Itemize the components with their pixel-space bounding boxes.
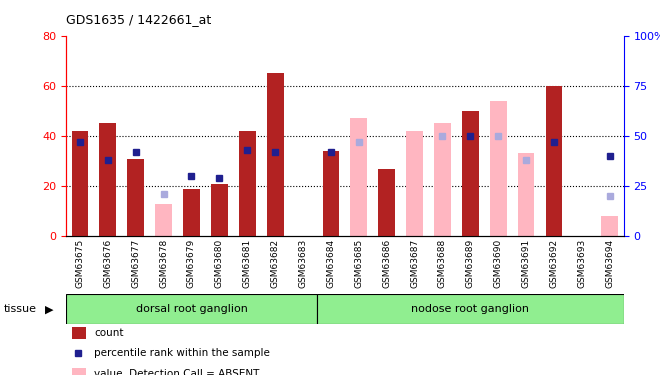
Text: GSM63686: GSM63686 <box>382 239 391 288</box>
Text: count: count <box>94 328 124 338</box>
Bar <box>100 123 116 236</box>
Bar <box>211 184 228 236</box>
Text: GSM63685: GSM63685 <box>354 239 363 288</box>
Bar <box>317 294 624 324</box>
Text: GSM63676: GSM63676 <box>104 239 112 288</box>
Bar <box>517 153 535 236</box>
Text: dorsal root ganglion: dorsal root ganglion <box>135 304 248 314</box>
Text: GSM63693: GSM63693 <box>578 239 586 288</box>
Text: percentile rank within the sample: percentile rank within the sample <box>94 348 270 358</box>
Bar <box>72 327 86 339</box>
Text: GSM63688: GSM63688 <box>438 239 447 288</box>
Text: nodose root ganglion: nodose root ganglion <box>411 304 529 314</box>
Text: GSM63679: GSM63679 <box>187 239 196 288</box>
Text: GSM63681: GSM63681 <box>243 239 251 288</box>
Text: GSM63680: GSM63680 <box>215 239 224 288</box>
Bar <box>434 123 451 236</box>
Text: GSM63682: GSM63682 <box>271 239 280 288</box>
Bar <box>601 216 618 236</box>
Bar <box>406 131 423 236</box>
Text: GSM63684: GSM63684 <box>327 239 335 288</box>
Text: GSM63692: GSM63692 <box>550 239 558 288</box>
Text: GSM63689: GSM63689 <box>466 239 475 288</box>
Bar <box>490 101 507 236</box>
Bar <box>183 189 200 236</box>
Bar <box>378 168 395 236</box>
Bar <box>323 151 339 236</box>
Bar <box>72 368 86 375</box>
Text: tissue: tissue <box>3 304 36 314</box>
Text: GSM63677: GSM63677 <box>131 239 140 288</box>
Bar <box>239 131 255 236</box>
Text: ▶: ▶ <box>45 304 53 314</box>
Bar <box>546 86 562 236</box>
Bar <box>350 118 367 236</box>
Text: GSM63675: GSM63675 <box>75 239 84 288</box>
Bar <box>462 111 478 236</box>
Text: GSM63690: GSM63690 <box>494 239 503 288</box>
Text: GSM63691: GSM63691 <box>521 239 531 288</box>
Text: GDS1635 / 1422661_at: GDS1635 / 1422661_at <box>66 13 211 26</box>
Text: GSM63687: GSM63687 <box>410 239 419 288</box>
Bar <box>155 204 172 236</box>
Bar <box>267 73 284 236</box>
Bar <box>66 294 317 324</box>
Bar <box>71 131 88 236</box>
Text: value, Detection Call = ABSENT: value, Detection Call = ABSENT <box>94 369 260 375</box>
Text: GSM63694: GSM63694 <box>605 239 614 288</box>
Text: GSM63678: GSM63678 <box>159 239 168 288</box>
Text: GSM63683: GSM63683 <box>298 239 308 288</box>
Bar <box>127 159 144 236</box>
